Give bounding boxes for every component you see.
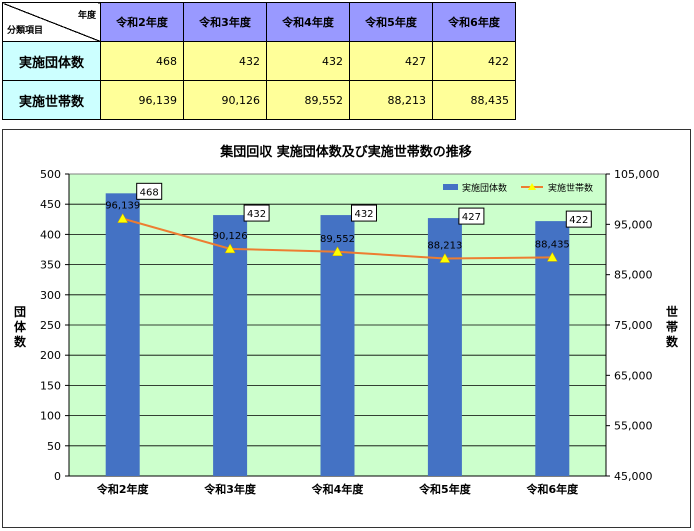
left-tick-label: 50 — [47, 440, 61, 453]
table-header-row: 年度 分類項目 令和2年度 令和3年度 令和4年度 令和5年度 令和6年度 — [2, 2, 516, 42]
legend-marker-line — [528, 183, 536, 190]
table-cell: 89,552 — [266, 80, 350, 120]
year-header: 令和6年度 — [432, 2, 516, 42]
legend-label-bars: 実施団体数 — [462, 182, 507, 194]
right-tick-label: 85,000 — [614, 269, 653, 282]
left-tick-label: 300 — [40, 289, 61, 302]
line-data-label: 96,139 — [105, 201, 140, 212]
left-tick-label: 350 — [40, 259, 61, 272]
right-axis-title: 世帯数 — [665, 305, 678, 349]
left-tick-label: 400 — [40, 228, 61, 241]
bar-data-label: 427 — [462, 212, 481, 223]
bar-data-label: 468 — [140, 187, 159, 198]
line-data-label: 88,435 — [535, 239, 570, 250]
table-row: 実施世帯数 96,139 90,126 89,552 88,213 88,435 — [2, 80, 516, 120]
table-cell: 88,435 — [432, 80, 516, 120]
legend-swatch-bars — [443, 184, 458, 190]
table-cell: 88,213 — [349, 80, 433, 120]
x-tick-label: 令和5年度 — [418, 482, 472, 496]
year-header: 令和5年度 — [349, 2, 433, 42]
line-data-label: 88,213 — [427, 240, 462, 251]
left-tick-label: 450 — [40, 198, 61, 211]
line-data-label: 90,126 — [213, 231, 248, 242]
bar-label-box — [136, 182, 163, 200]
table-cell: 427 — [349, 41, 433, 81]
left-tick-label: 200 — [40, 349, 61, 362]
year-header: 令和2年度 — [100, 2, 184, 42]
corner-year-label: 年度 — [77, 11, 96, 21]
x-tick-label: 令和3年度 — [203, 482, 257, 496]
left-tick-label: 500 — [40, 168, 61, 181]
bar-label-box — [458, 207, 485, 225]
x-tick-label: 令和6年度 — [525, 482, 579, 496]
chart-title: 集団回収 実施団体数及び実施世帯数の推移 — [219, 144, 472, 160]
bar-label-box — [351, 204, 377, 222]
table-cell: 422 — [432, 41, 516, 81]
left-tick-label: 100 — [40, 410, 61, 423]
left-axis-title: 団体数 — [13, 305, 26, 349]
bar — [535, 221, 570, 476]
row-header: 実施団体数 — [2, 41, 101, 81]
chart-container: 集団回収 実施団体数及び実施世帯数の推移 0 50 100 150 200 250 300 35… — [2, 129, 691, 528]
bar — [105, 193, 140, 476]
corner-category-label: 分類項目 — [7, 26, 44, 36]
right-tick-label: 65,000 — [614, 369, 653, 382]
line-point — [224, 243, 236, 254]
line-data-label: 89,552 — [320, 234, 355, 245]
left-tick-label: 250 — [40, 319, 61, 332]
table-row: 実施団体数 468 432 432 427 422 — [2, 41, 516, 81]
combo-chart: 集団回収 実施団体数及び実施世帯数の推移 0 50 100 150 200 250 300 35… — [40, 144, 660, 496]
left-tick-label: 150 — [40, 379, 61, 392]
x-tick-label: 令和2年度 — [96, 482, 150, 496]
bar — [320, 215, 355, 476]
right-tick-label: 95,000 — [614, 218, 653, 231]
summary-table: 年度 分類項目 令和2年度 令和3年度 令和4年度 令和5年度 令和6年度 実施… — [2, 2, 516, 120]
right-tick-label: 55,000 — [614, 420, 653, 433]
table-cell: 468 — [100, 41, 184, 81]
right-tick-label: 75,000 — [614, 319, 653, 332]
bar-data-label: 432 — [354, 209, 373, 220]
table-cell: 432 — [183, 41, 267, 81]
bar-label-box — [565, 210, 592, 228]
table-cell: 90,126 — [183, 80, 267, 120]
line-point — [546, 251, 558, 262]
table-corner-cell: 年度 分類項目 — [2, 2, 101, 42]
table-cell: 432 — [266, 41, 350, 81]
table-cell: 96,139 — [100, 80, 184, 120]
left-tick-label: 0 — [54, 470, 61, 483]
row-header: 実施世帯数 — [2, 80, 101, 120]
bar-data-label: 422 — [569, 215, 588, 226]
line-point — [439, 252, 451, 263]
right-tick-label: 45,000 — [614, 470, 653, 483]
line-point — [332, 246, 343, 257]
x-tick-label: 令和4年度 — [311, 482, 365, 496]
right-tick-label: 105,000 — [614, 168, 660, 181]
legend-label-line: 実施世帯数 — [548, 182, 593, 194]
line-point — [117, 213, 129, 223]
bar-label-box — [243, 204, 270, 222]
bar-data-label: 432 — [247, 209, 266, 220]
year-header: 令和4年度 — [266, 2, 350, 42]
bar — [213, 215, 248, 476]
year-header: 令和3年度 — [183, 2, 267, 42]
